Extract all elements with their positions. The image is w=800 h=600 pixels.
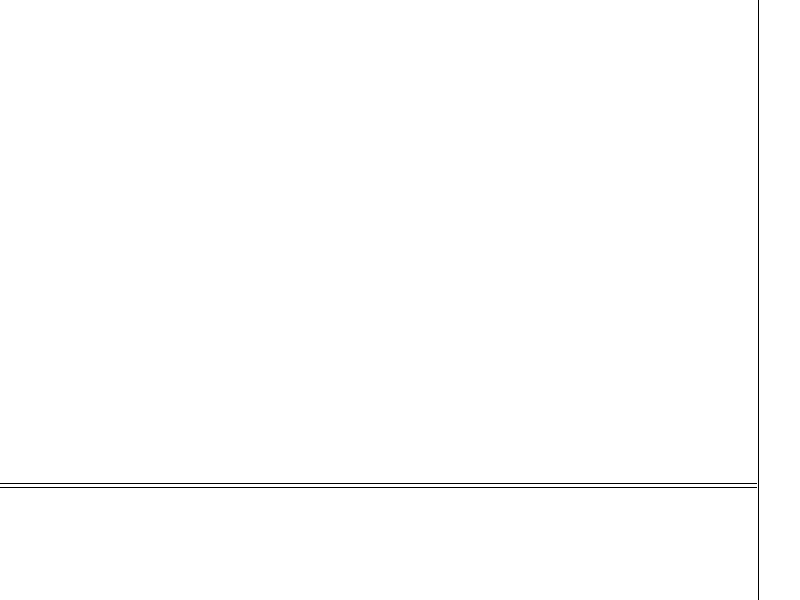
price-chart-panel: [0, 0, 758, 484]
rsi-panel: [0, 487, 757, 573]
price-axis[interactable]: [758, 0, 800, 600]
rsi-chart[interactable]: [0, 488, 758, 572]
chart-title: [5, 1, 13, 13]
time-axis[interactable]: [0, 571, 758, 600]
price-chart[interactable]: [0, 0, 758, 483]
